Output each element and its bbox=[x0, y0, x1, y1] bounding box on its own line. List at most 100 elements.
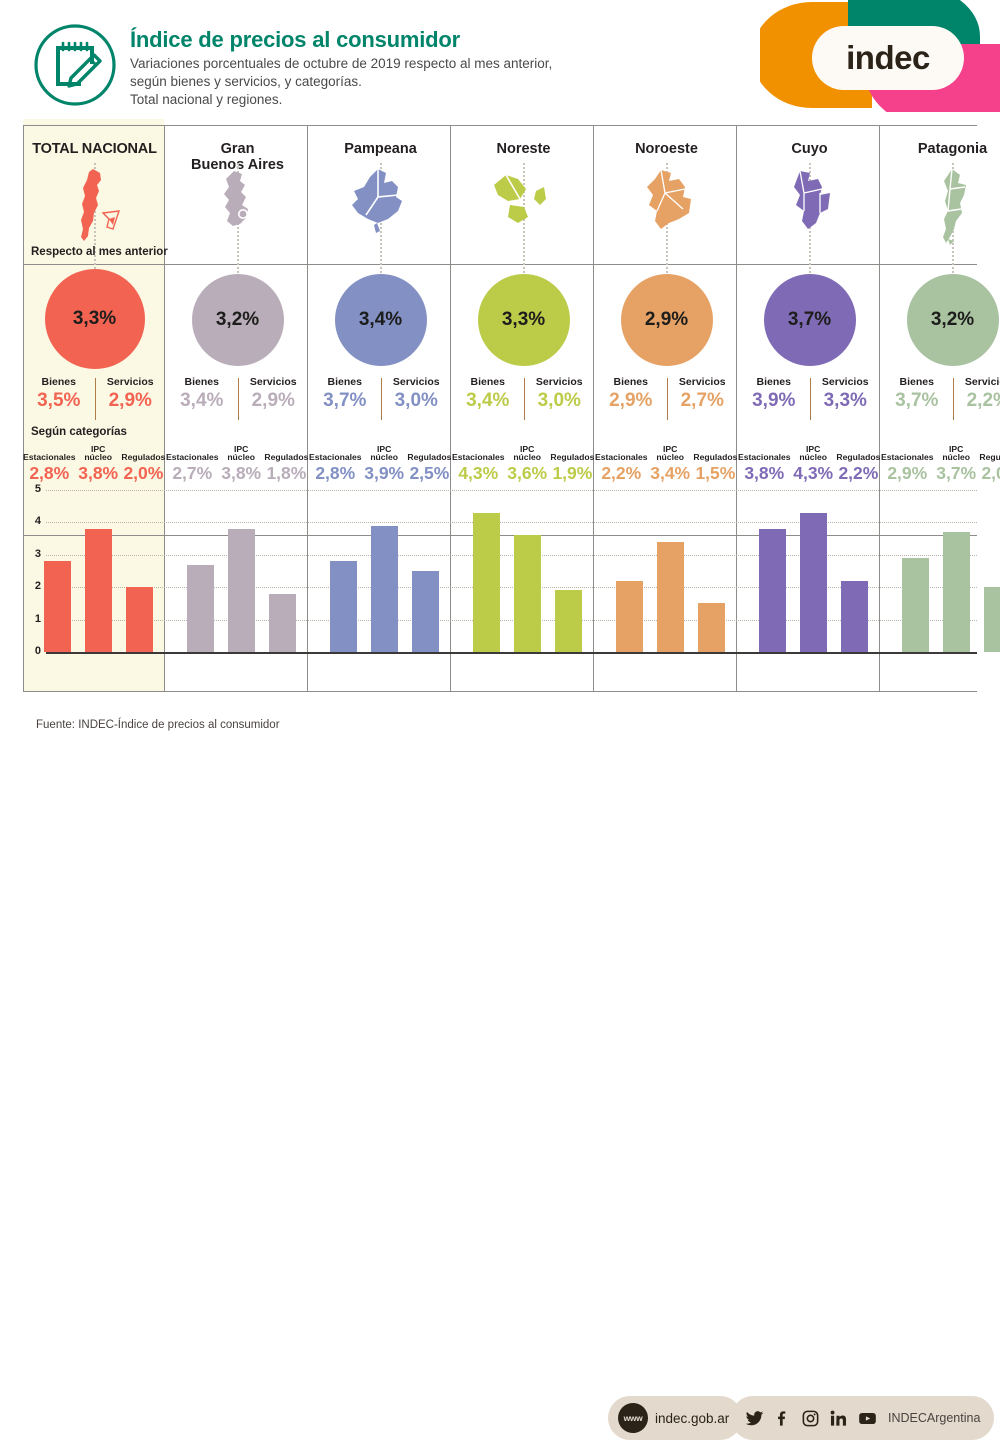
bar-group-6 bbox=[881, 490, 1000, 652]
respecto-label: Respecto al mes anterior bbox=[31, 246, 168, 258]
bienes-servicios-divider-0 bbox=[95, 378, 96, 420]
bar-0-0 bbox=[44, 561, 71, 652]
monthly-variation-value-3: 3,3% bbox=[478, 274, 570, 366]
youtube-icon[interactable] bbox=[857, 1409, 878, 1428]
monthly-variation-value-4: 2,9% bbox=[621, 274, 713, 366]
header-text-block: Índice de precios al consumidor Variacio… bbox=[130, 28, 750, 109]
bar-2-2 bbox=[412, 571, 439, 652]
bienes-value-1: 3,4% bbox=[166, 390, 238, 411]
bar-group-1 bbox=[166, 490, 309, 652]
bienes-value-2: 3,7% bbox=[309, 390, 381, 411]
ipc_nucleo-value-4: 3,4% bbox=[648, 464, 693, 483]
bar-group-2 bbox=[309, 490, 452, 652]
estacionales-label: Estacionales bbox=[166, 444, 219, 462]
bienes-label: Bienes bbox=[309, 377, 381, 389]
region-title-line1: Pampeana bbox=[309, 141, 452, 157]
regulados-value-0: 2,0% bbox=[121, 464, 166, 483]
servicios-value-0: 2,9% bbox=[95, 390, 167, 411]
ipc-nucleo-line: núcleo bbox=[370, 453, 398, 462]
bienes-label: Bienes bbox=[595, 377, 667, 389]
bienes-servicios-divider-1 bbox=[238, 378, 239, 420]
monthly-variation-value-6: 3,2% bbox=[907, 274, 999, 366]
argentina-map bbox=[23, 167, 166, 249]
bar-1-1 bbox=[228, 529, 255, 652]
ipc-nucleo-line: núcleo bbox=[656, 453, 684, 462]
bar-5-2 bbox=[841, 581, 868, 652]
bienes-value-6: 3,7% bbox=[881, 390, 953, 411]
servicios-label: Servicios bbox=[667, 377, 739, 389]
estacionales-value-3: 4,3% bbox=[452, 464, 505, 483]
bar-1-0 bbox=[187, 565, 214, 652]
estacionales-value-5: 3,8% bbox=[738, 464, 791, 483]
website-url: indec.gob.ar bbox=[655, 1411, 729, 1426]
bienes-label: Bienes bbox=[881, 377, 953, 389]
bar-6-1 bbox=[943, 532, 970, 652]
facebook-icon[interactable] bbox=[773, 1409, 792, 1428]
ipc_nucleo-value-1: 3,8% bbox=[219, 464, 264, 483]
regulados-label: Regulados bbox=[693, 444, 738, 462]
region-title-line1: Noroeste bbox=[595, 141, 738, 157]
bienes-label: Bienes bbox=[452, 377, 524, 389]
bienes-value-0: 3,5% bbox=[23, 390, 95, 411]
twitter-icon[interactable] bbox=[745, 1409, 764, 1428]
ipc_nucleo-value-3: 3,6% bbox=[505, 464, 550, 483]
estacionales-label: Estacionales bbox=[738, 444, 791, 462]
social-badge[interactable]: INDECArgentina bbox=[731, 1396, 994, 1440]
bienes-servicios-divider-5 bbox=[810, 378, 811, 420]
monthly-variation-circle-wrap-6: 3,2% bbox=[881, 267, 1000, 377]
page-header: Índice de precios al consumidor Variacio… bbox=[0, 0, 1000, 118]
region-title-line1: Noreste bbox=[452, 141, 595, 157]
region-title-4: Noroeste bbox=[595, 141, 738, 157]
servicios-label: Servicios bbox=[810, 377, 882, 389]
instagram-icon[interactable] bbox=[801, 1409, 820, 1428]
bar-2-0 bbox=[330, 561, 357, 652]
grid-hline-1 bbox=[23, 264, 977, 265]
ipc_nucleo-value-6: 3,7% bbox=[934, 464, 979, 483]
servicios-label: Servicios bbox=[238, 377, 310, 389]
regulados-label: Regulados bbox=[407, 444, 452, 462]
website-badge[interactable]: www indec.gob.ar bbox=[608, 1396, 742, 1440]
bienes-value-3: 3,4% bbox=[452, 390, 524, 411]
servicios-value-5: 3,3% bbox=[810, 390, 882, 411]
servicios-value-3: 3,0% bbox=[524, 390, 596, 411]
bar-5-0 bbox=[759, 529, 786, 652]
regulados-label: Regulados bbox=[264, 444, 309, 462]
monthly-variation-value-5: 3,7% bbox=[764, 274, 856, 366]
ipc-nucleo-line: núcleo bbox=[513, 453, 541, 462]
servicios-label: Servicios bbox=[95, 377, 167, 389]
logo-wordmark: indec bbox=[812, 26, 964, 90]
bar-5-1 bbox=[800, 513, 827, 652]
monthly-variation-circle-wrap-1: 3,2% bbox=[166, 267, 309, 377]
bienes-servicios-divider-3 bbox=[524, 378, 525, 420]
estacionales-value-4: 2,2% bbox=[595, 464, 648, 483]
monthly-variation-circle-wrap-5: 3,7% bbox=[738, 267, 881, 377]
bar-3-2 bbox=[555, 590, 582, 652]
linkedin-icon[interactable] bbox=[829, 1409, 848, 1428]
regulados-value-2: 2,5% bbox=[407, 464, 452, 483]
bienes-label: Bienes bbox=[166, 377, 238, 389]
estacionales-value-2: 2,8% bbox=[309, 464, 362, 483]
bar-1-2 bbox=[269, 594, 296, 652]
